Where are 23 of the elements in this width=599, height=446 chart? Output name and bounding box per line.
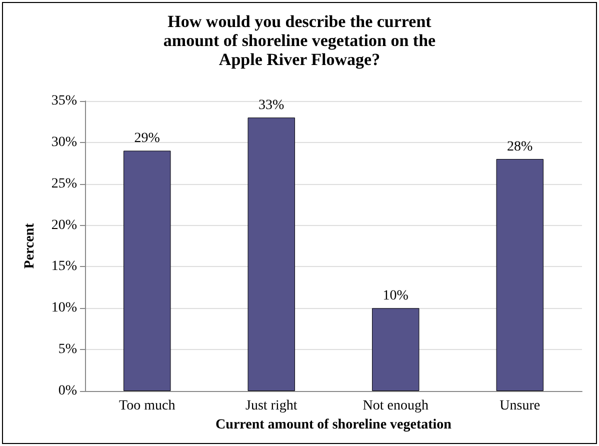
x-tick-label: Just right [246,398,298,414]
y-tick-label: 10% [51,300,78,316]
y-tick-label: 30% [51,134,78,150]
y-axis-title: Percent [22,222,38,269]
x-tick-label: Too much [119,398,176,414]
x-tick-label: Not enough [362,398,428,414]
data-label: 10% [382,288,409,304]
bar [124,150,171,391]
chart-title: How would you describe the current amount of shoreline vegetation on the Apple River Flowage? [163,12,436,69]
data-label: 28% [507,140,534,154]
bar [496,159,544,391]
y-tick-label: 25% [51,176,78,192]
data-label: 29% [134,131,160,146]
data-label: 33% [258,98,285,114]
bar [372,308,420,391]
y-tick-label: 15% [51,259,78,274]
y-tick-label: 5% [58,342,78,358]
y-tick-label: 0% [58,384,78,398]
x-axis-title: Current amount of shoreline vegetation [216,417,452,432]
y-tick-label: 20% [51,218,78,233]
bar [248,118,295,391]
y-tick-label: 35% [51,94,78,108]
x-tick-label: Unsure [500,398,540,414]
